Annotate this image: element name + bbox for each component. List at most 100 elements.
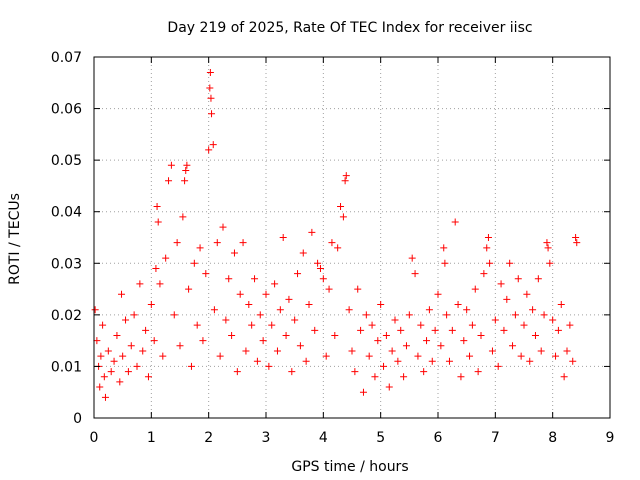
data-point [316, 264, 324, 272]
x-tick-label: 9 [606, 430, 615, 446]
data-point [549, 316, 557, 324]
data-point [534, 275, 542, 283]
data-point [130, 311, 138, 319]
x-tick-label: 3 [262, 430, 271, 446]
data-point [474, 368, 482, 376]
data-point [242, 347, 250, 355]
chart-title: Day 219 of 2025, Rate Of TEC Index for r… [167, 20, 532, 36]
data-point [520, 321, 528, 329]
data-point [136, 280, 144, 288]
data-point [122, 316, 130, 324]
data-point [420, 368, 428, 376]
data-point [400, 373, 408, 381]
y-tick-labels: 0 0.01 0.02 0.03 0.04 0.05 0.06 0.07 [51, 50, 82, 427]
y-tick-label: 0.02 [51, 308, 82, 324]
data-point [402, 342, 410, 350]
x-tick-label: 5 [376, 430, 385, 446]
data-point [190, 259, 198, 267]
data-point [150, 337, 158, 345]
data-point [537, 347, 545, 355]
y-tick-label: 0.07 [51, 50, 82, 66]
data-point [391, 316, 399, 324]
data-point [331, 331, 339, 339]
data-point [503, 295, 511, 303]
data-point [262, 290, 270, 298]
data-point [434, 290, 442, 298]
data-point [96, 383, 104, 391]
data-point [185, 285, 193, 293]
plot-frame [93, 56, 611, 419]
x-tick-labels: 0 1 2 3 4 5 6 7 8 9 [90, 430, 615, 446]
data-point [100, 373, 108, 381]
data-point [374, 337, 382, 345]
data-point [93, 337, 101, 345]
data-point [394, 357, 402, 365]
data-point [441, 259, 449, 267]
data-point [196, 244, 204, 252]
data-point [302, 357, 310, 365]
grid-lines [94, 57, 610, 418]
data-point [118, 290, 126, 298]
x-tick-label: 4 [319, 430, 328, 446]
data-point [202, 270, 210, 278]
data-point [543, 239, 551, 247]
x-tick-label: 1 [147, 430, 156, 446]
y-tick-label: 0.03 [51, 256, 82, 272]
data-point [222, 316, 230, 324]
data-point [414, 352, 422, 360]
data-point [454, 301, 462, 309]
data-point [179, 213, 187, 221]
data-point [119, 352, 127, 360]
data-point [417, 321, 425, 329]
data-point [225, 275, 233, 283]
data-point [354, 285, 362, 293]
data-point [206, 84, 214, 92]
data-point [216, 352, 224, 360]
data-point [233, 368, 241, 376]
data-point [314, 259, 322, 267]
data-point [572, 234, 580, 241]
data-point [480, 270, 488, 278]
data-point [133, 362, 141, 370]
data-point [97, 352, 105, 360]
data-point [187, 362, 195, 370]
data-point [437, 342, 445, 350]
data-point [451, 218, 459, 226]
x-tick-label: 6 [434, 430, 443, 446]
data-point [319, 275, 327, 283]
x-tick-label: 8 [548, 430, 557, 446]
y-tick-label: 0.01 [51, 359, 82, 375]
data-point [488, 347, 496, 355]
data-point [471, 285, 479, 293]
data-point [500, 326, 508, 334]
data-point [285, 295, 293, 303]
data-point [296, 342, 304, 350]
data-point [546, 259, 554, 267]
data-point [173, 239, 181, 247]
data-point [443, 311, 451, 319]
data-point [294, 270, 302, 278]
data-point [110, 357, 118, 365]
data-point [207, 94, 215, 102]
data-point [514, 275, 522, 283]
data-point [311, 326, 319, 334]
data-point [159, 352, 167, 360]
data-point [256, 311, 264, 319]
data-point [491, 316, 499, 324]
data-point [529, 306, 537, 314]
data-point [219, 223, 227, 231]
data-point [152, 264, 160, 272]
data-point [351, 368, 359, 376]
data-point [466, 352, 474, 360]
data-point [368, 321, 376, 329]
data-point [411, 270, 419, 278]
data-point [248, 321, 256, 329]
x-tick-label: 0 [90, 430, 99, 446]
data-point [371, 373, 379, 381]
data-point [144, 373, 152, 381]
data-point [127, 342, 135, 350]
data-point [167, 161, 175, 169]
data-point [557, 301, 565, 309]
data-point [483, 244, 491, 252]
